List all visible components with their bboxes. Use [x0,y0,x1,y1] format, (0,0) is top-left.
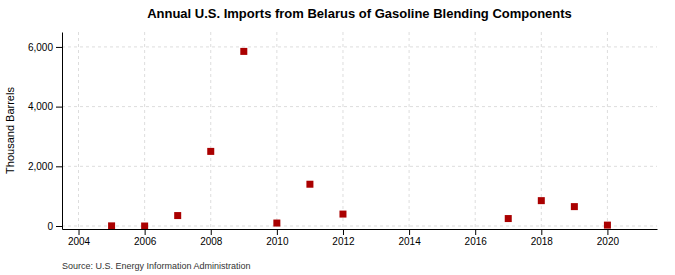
tick-label: 6,000 [28,42,53,53]
tick-label: 2008 [200,236,223,247]
tick-label: 2010 [266,236,289,247]
axis-line [62,33,63,230]
point [108,222,115,229]
tick-label: 2014 [398,236,421,247]
tick-mark [277,229,278,235]
tick: 2016 [465,229,488,247]
tick-label: 2018 [531,236,554,247]
grid-line [144,32,145,229]
tick: 2006 [134,229,157,247]
tick: 2010 [266,229,289,247]
point [604,222,611,229]
point [174,212,181,219]
grid-line [409,32,410,229]
tick: 2004 [68,229,91,247]
point [571,203,578,210]
plot: 2004 2006 2008 2010 2012 2014 2016 2018 2020 0 2,0… [28,32,658,247]
tick-mark [343,229,344,235]
tick: 2,000 [28,161,62,172]
tick-mark [475,229,476,235]
y-axis: 0 2,000 4,000 6,000 [28,33,63,232]
tick: 2014 [398,229,421,247]
axis-line [63,229,658,230]
tick-mark [541,229,542,235]
point [306,181,313,188]
tick: 6,000 [28,42,62,53]
tick-label: 2016 [465,236,488,247]
point [141,223,148,229]
point [339,211,346,218]
tick-mark [607,229,608,235]
grid-line [62,46,657,47]
points [108,48,611,229]
title: Annual U.S. Imports from Belarus of Gaso… [147,6,572,21]
grid-line [210,32,211,229]
chart: 2004 2006 2008 2010 2012 2014 2016 2018 2020 0 2,0… [0,0,675,275]
grid-line [342,32,343,229]
grid-line [62,226,657,227]
grid-line [62,106,657,107]
tick-label: 2006 [134,236,157,247]
grid-line [607,32,608,229]
tick: 0 [47,221,62,232]
tick-mark [145,229,146,235]
tick-mark [56,166,62,167]
tick-label: 4,000 [28,101,53,112]
tick-label: 2004 [68,236,91,247]
tick-label: 0 [47,221,53,232]
tick-mark [56,47,62,48]
point [207,148,214,155]
point [273,220,280,227]
x-axis: 2004 2006 2008 2010 2012 2014 2016 2018 2020 [63,229,658,247]
tick-label: 2,000 [28,161,53,172]
source-note: Source: U.S. Energy Information Administ… [62,261,251,271]
y-axis-label: Thousand Barrels [4,87,16,174]
tick-mark [56,107,62,108]
grid-line [62,166,657,167]
tick-mark [79,229,80,235]
tick: 2018 [531,229,554,247]
grid-line [276,32,277,229]
tick: 2008 [200,229,223,247]
grid [62,32,657,229]
tick: 4,000 [28,101,62,112]
grid-line [78,32,79,229]
grid-line [475,32,476,229]
point [505,215,512,222]
tick-label: 2020 [597,236,620,247]
point [538,197,545,204]
tick-label: 2012 [332,236,355,247]
tick-mark [211,229,212,235]
tick: 2012 [332,229,355,247]
point [240,48,247,55]
tick-mark [56,226,62,227]
tick-mark [409,229,410,235]
tick: 2020 [597,229,620,247]
